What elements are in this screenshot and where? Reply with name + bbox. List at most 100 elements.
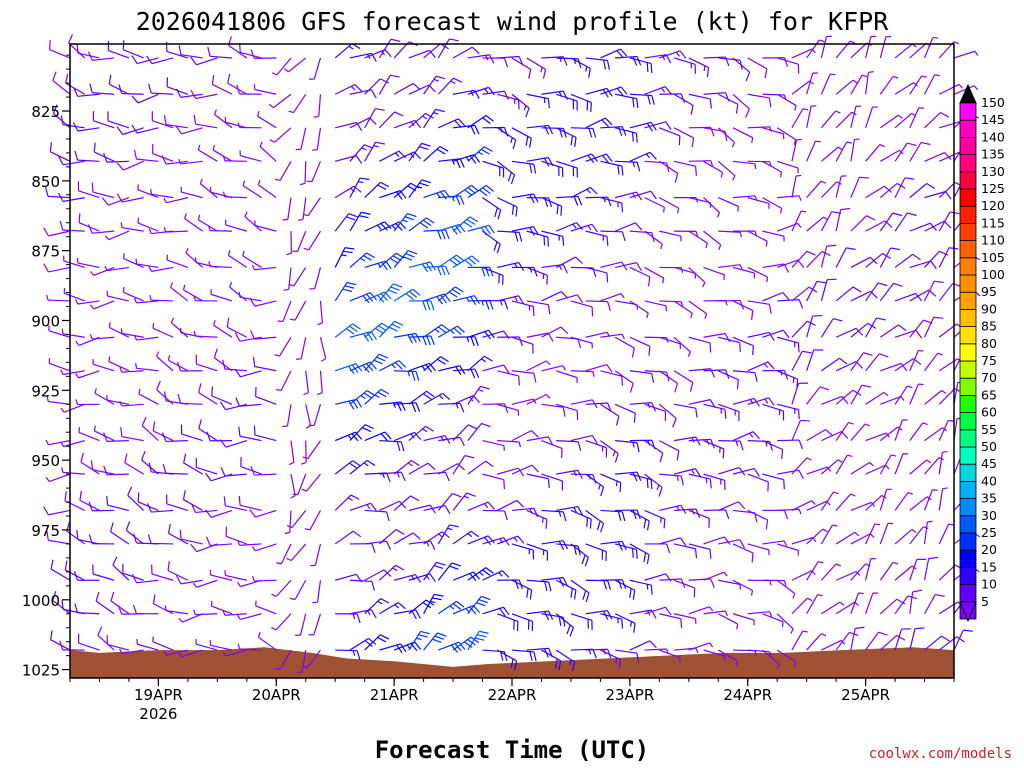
barb-shaft [291, 510, 307, 528]
wind-barb [190, 90, 218, 100]
wind-barb [103, 465, 129, 476]
wind-barb [924, 112, 950, 129]
wind-barb [223, 496, 247, 512]
wind-barb [437, 38, 459, 59]
wind-barb [629, 151, 657, 162]
barb-shaft [718, 539, 740, 545]
barb-shaft [80, 461, 100, 475]
barb-half-feather [645, 153, 651, 159]
barb-shaft [865, 558, 872, 581]
wind-barb [909, 383, 924, 405]
wind-barb [256, 110, 277, 129]
barb-shaft [718, 230, 741, 233]
barb-feather [488, 225, 495, 234]
wind-barb [644, 85, 672, 95]
barb-feather [434, 635, 444, 640]
wind-barb [659, 50, 687, 59]
barb-shaft [806, 39, 820, 59]
wind-barb [482, 160, 505, 178]
wind-barb [865, 144, 885, 162]
wind-barb [438, 195, 465, 206]
barb-feather [680, 475, 685, 486]
wind-barb [511, 57, 532, 79]
wind-barb [865, 282, 888, 302]
barb-half-feather [900, 396, 905, 402]
wind-barb [835, 360, 864, 372]
barb-shaft [850, 352, 864, 372]
wind-barb [600, 261, 628, 271]
wind-barb [198, 419, 218, 442]
wind-barb [850, 74, 868, 95]
barb-shaft [615, 300, 637, 306]
wind-barb [776, 93, 797, 111]
barb-shaft [865, 282, 879, 302]
barb-shaft [378, 38, 392, 59]
barb-shaft [777, 403, 799, 411]
barb-shaft [938, 283, 954, 302]
wind-barb [938, 358, 963, 372]
barb-shaft [821, 459, 839, 475]
barb-shaft [923, 558, 930, 581]
wind-barb [423, 324, 450, 338]
barb-shaft [688, 160, 711, 162]
barb-shaft [316, 580, 322, 603]
wind-barb [791, 419, 810, 441]
wind-barb [364, 141, 386, 162]
wind-barb [880, 149, 904, 162]
barb-half-feather [185, 248, 189, 254]
barb-half-feather [366, 504, 371, 510]
barb-half-feather [257, 632, 261, 638]
wind-barb [482, 90, 510, 101]
barb-shaft [289, 510, 292, 533]
wind-barb [820, 73, 836, 95]
wind-barb [806, 280, 827, 302]
wind-barb [91, 182, 115, 199]
barb-shaft [482, 364, 504, 372]
barb-shaft [688, 543, 711, 550]
wind-barb [511, 336, 534, 354]
barb-feather [72, 122, 79, 132]
barb-shaft [703, 649, 725, 657]
barb-shaft [408, 504, 431, 512]
wind-barb [393, 288, 421, 302]
wind-barb [924, 220, 952, 232]
barb-shaft [196, 579, 218, 588]
barb-shaft [467, 460, 486, 475]
wind-barb [106, 394, 130, 405]
barb-shaft [556, 403, 578, 412]
barb-shaft [437, 38, 450, 59]
barb-shaft [879, 212, 894, 232]
wind-barb [467, 501, 495, 511]
barb-feather [472, 395, 481, 404]
barb-feather [591, 223, 598, 233]
wind-barb [688, 336, 712, 353]
wind-barb [131, 573, 159, 584]
barb-half-feather [540, 67, 543, 73]
barb-feather [753, 398, 760, 407]
barb-feather [562, 511, 567, 522]
wind-barb [92, 564, 115, 581]
barb-feather [584, 557, 589, 567]
wind-barb [820, 318, 843, 338]
wind-barb [747, 300, 772, 314]
barb-feather [390, 74, 400, 78]
barb-feather [825, 429, 834, 437]
barb-feather [679, 50, 687, 59]
wind-barb [673, 93, 694, 115]
wind-barb [879, 114, 903, 129]
barb-half-feather [163, 650, 167, 656]
wind-barb [629, 370, 655, 383]
credit-text[interactable]: coolwx.com/models [869, 746, 1012, 762]
barb-half-feather [798, 509, 802, 515]
barb-shaft [644, 300, 667, 307]
barb-shaft [644, 230, 663, 245]
barb-feather [430, 540, 436, 551]
barb-shaft [152, 120, 174, 129]
barb-shaft [288, 267, 292, 290]
barb-shaft [452, 530, 472, 545]
wind-barb [303, 370, 309, 396]
barb-shaft [777, 508, 800, 512]
barb-shaft [239, 504, 262, 512]
barb-shaft [482, 440, 505, 447]
barb-shaft [747, 266, 768, 278]
